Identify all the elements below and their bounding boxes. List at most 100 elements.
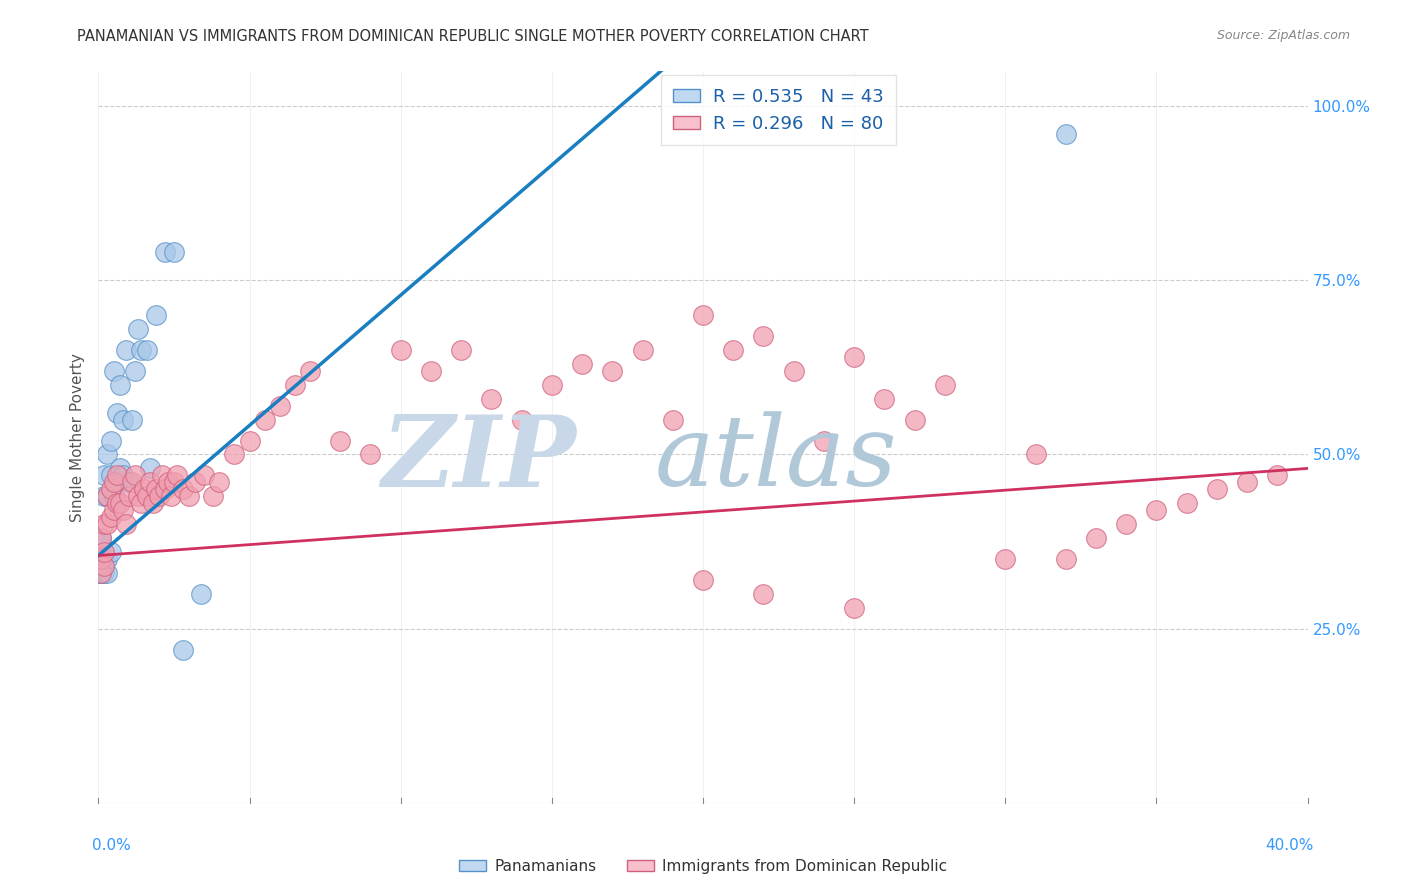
Point — [153, 245, 176, 260]
Point — [184, 475, 207, 490]
Point — [100, 510, 122, 524]
Point — [661, 412, 683, 426]
Point — [904, 412, 927, 426]
Point — [150, 468, 173, 483]
Point — [844, 600, 866, 615]
Point — [360, 448, 382, 462]
Point — [148, 489, 170, 503]
Point — [111, 503, 134, 517]
Point — [90, 531, 112, 545]
Point — [329, 434, 352, 448]
Point — [202, 489, 225, 503]
Point — [1206, 483, 1229, 497]
Point — [96, 552, 118, 566]
Point — [145, 308, 167, 322]
Point — [153, 483, 176, 497]
Point — [96, 489, 118, 503]
Point — [111, 468, 134, 483]
Point — [118, 489, 141, 503]
Text: PANAMANIAN VS IMMIGRANTS FROM DOMINICAN REPUBLIC SINGLE MOTHER POVERTY CORRELATI: PANAMANIAN VS IMMIGRANTS FROM DOMINICAN … — [77, 29, 869, 44]
Point — [190, 587, 212, 601]
Point — [90, 566, 112, 580]
Text: ZIP: ZIP — [381, 411, 576, 508]
Point — [127, 322, 149, 336]
Point — [127, 489, 149, 503]
Point — [129, 496, 152, 510]
Point — [105, 406, 128, 420]
Point — [299, 364, 322, 378]
Point — [692, 573, 714, 587]
Point — [124, 468, 146, 483]
Point — [90, 566, 112, 580]
Point — [160, 489, 183, 503]
Point — [239, 434, 262, 448]
Text: 0.0%: 0.0% — [93, 838, 131, 854]
Point — [90, 566, 112, 580]
Point — [540, 377, 562, 392]
Point — [1085, 531, 1108, 545]
Point — [90, 531, 112, 545]
Point — [510, 412, 533, 426]
Point — [90, 566, 112, 580]
Point — [723, 343, 745, 357]
Point — [90, 552, 112, 566]
Point — [93, 558, 115, 573]
Point — [142, 496, 165, 510]
Point — [1115, 517, 1137, 532]
Point — [1236, 475, 1258, 490]
Point — [1175, 496, 1198, 510]
Point — [602, 364, 624, 378]
Legend: R = 0.535   N = 43, R = 0.296   N = 80: R = 0.535 N = 43, R = 0.296 N = 80 — [661, 75, 897, 145]
Point — [163, 245, 186, 260]
Point — [105, 475, 128, 490]
Point — [93, 489, 115, 503]
Point — [100, 468, 122, 483]
Point — [139, 475, 162, 490]
Point — [93, 566, 115, 580]
Point — [93, 545, 115, 559]
Point — [172, 483, 194, 497]
Text: atlas: atlas — [654, 411, 897, 507]
Point — [114, 343, 136, 357]
Point — [108, 496, 131, 510]
Point — [93, 558, 115, 573]
Point — [172, 642, 194, 657]
Point — [103, 489, 125, 503]
Point — [1054, 127, 1077, 141]
Point — [100, 434, 122, 448]
Point — [121, 412, 143, 426]
Point — [163, 475, 186, 490]
Point — [93, 468, 115, 483]
Point — [100, 483, 122, 497]
Point — [752, 329, 775, 343]
Point — [193, 468, 215, 483]
Point — [631, 343, 654, 357]
Point — [145, 483, 167, 497]
Point — [1267, 468, 1289, 483]
Point — [135, 489, 157, 503]
Point — [90, 566, 112, 580]
Point — [90, 538, 112, 552]
Point — [1024, 448, 1046, 462]
Point — [90, 566, 112, 580]
Point — [752, 587, 775, 601]
Point — [450, 343, 472, 357]
Point — [844, 350, 866, 364]
Point — [93, 552, 115, 566]
Point — [124, 364, 146, 378]
Point — [103, 503, 125, 517]
Y-axis label: Single Mother Poverty: Single Mother Poverty — [69, 352, 84, 522]
Point — [135, 343, 157, 357]
Point — [156, 475, 179, 490]
Point — [129, 343, 152, 357]
Point — [420, 364, 443, 378]
Point — [90, 558, 112, 573]
Text: 40.0%: 40.0% — [1265, 838, 1313, 854]
Text: Source: ZipAtlas.com: Source: ZipAtlas.com — [1216, 29, 1350, 42]
Point — [389, 343, 412, 357]
Point — [111, 412, 134, 426]
Point — [103, 475, 125, 490]
Point — [103, 364, 125, 378]
Point — [481, 392, 503, 406]
Point — [96, 566, 118, 580]
